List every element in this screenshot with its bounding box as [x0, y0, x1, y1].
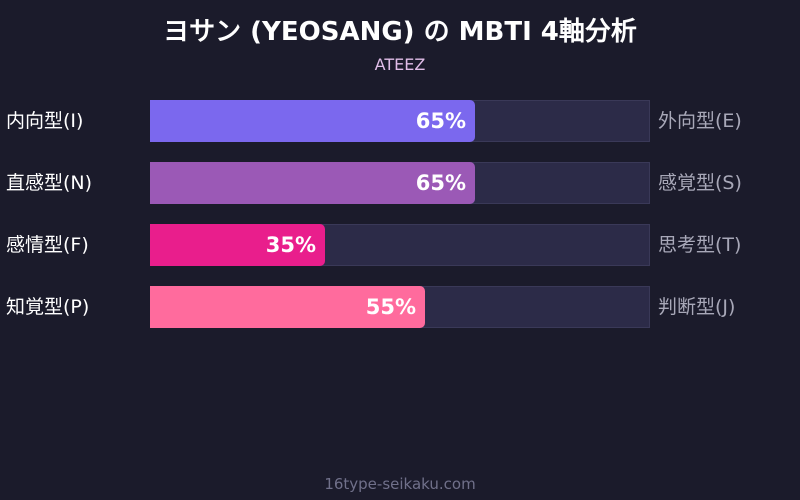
axis-right-label: 判断型(J) [658, 296, 736, 318]
footer-source: 16type-seikaku.com [324, 475, 476, 493]
bar-fill [150, 224, 325, 266]
bar-fill [150, 286, 425, 328]
bar-value-label: 65% [415, 109, 466, 133]
axis-row: 知覚型(P) 55% 判断型(J) [0, 286, 800, 328]
axis-left-label: 内向型(I) [6, 110, 84, 132]
axis-right-label: 感覚型(S) [658, 172, 742, 194]
axis-right-label: 外向型(E) [658, 110, 742, 132]
bar-value-label: 65% [415, 171, 466, 195]
axis-row: 内向型(I) 65% 外向型(E) [0, 100, 800, 142]
axis-left-label: 知覚型(P) [6, 296, 90, 318]
bar-fill [150, 162, 475, 204]
bar-value-label: 35% [265, 233, 316, 257]
axis-right-label: 思考型(T) [658, 234, 742, 256]
axis-row: 直感型(N) 65% 感覚型(S) [0, 162, 800, 204]
axis-left-label: 直感型(N) [6, 172, 93, 194]
axis-row: 感情型(F) 35% 思考型(T) [0, 224, 800, 266]
bar-value-label: 55% [365, 295, 416, 319]
axis-left-label: 感情型(F) [6, 234, 89, 256]
bar-fill [150, 100, 475, 142]
chart-subtitle: ATEEZ [374, 55, 426, 74]
chart-title: ヨサン (YEOSANG) の MBTI 4軸分析 [163, 17, 637, 47]
